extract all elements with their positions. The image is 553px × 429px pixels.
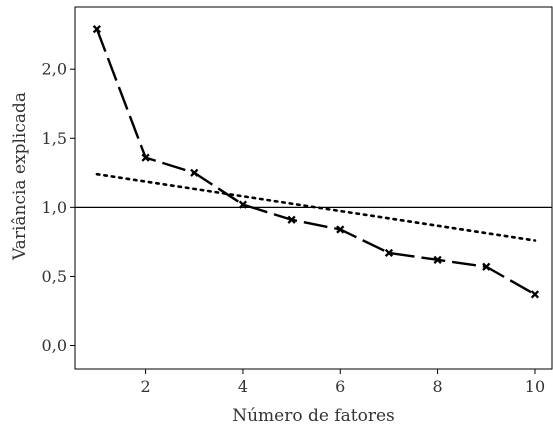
data-point-marker — [384, 248, 394, 258]
x-tick-label: 10 — [525, 377, 545, 396]
y-tick-label: 0,0 — [42, 336, 67, 355]
x-axis-title: Número de fatores — [232, 406, 395, 426]
data-point-marker — [530, 290, 540, 299]
data-point-marker — [141, 153, 150, 162]
y-tick-label: 1,0 — [42, 198, 67, 217]
plot-area: 0,0 0,5 1,0 1,5 2,0 2 4 6 8 10 — [42, 6, 553, 396]
y-tick-label: 2,0 — [42, 60, 67, 79]
y-axis-title: Variância explicada — [10, 92, 30, 261]
x-tick-label: 8 — [433, 377, 443, 396]
x-tick-label: 6 — [335, 377, 345, 396]
data-point-marker — [287, 215, 296, 224]
trend-line — [95, 172, 537, 242]
data-point-marker — [336, 225, 345, 234]
data-point-marker — [238, 200, 248, 209]
x-tick-label: 4 — [238, 377, 248, 396]
x-tick-label: 2 — [140, 377, 150, 396]
plot-frame — [74, 6, 553, 370]
data-point-marker — [433, 255, 442, 264]
y-tick-label: 1,5 — [42, 129, 67, 148]
data-point-marker — [482, 262, 491, 271]
data-point-marker — [92, 24, 102, 34]
series-line — [95, 28, 536, 296]
y-tick-label: 0,5 — [42, 267, 67, 286]
data-point-marker — [190, 168, 199, 177]
